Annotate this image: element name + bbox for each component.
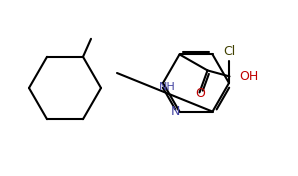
- Text: O: O: [195, 87, 205, 100]
- Text: NH: NH: [158, 82, 175, 92]
- Text: N: N: [171, 105, 180, 118]
- Text: OH: OH: [240, 70, 259, 83]
- Text: Cl: Cl: [223, 46, 235, 58]
